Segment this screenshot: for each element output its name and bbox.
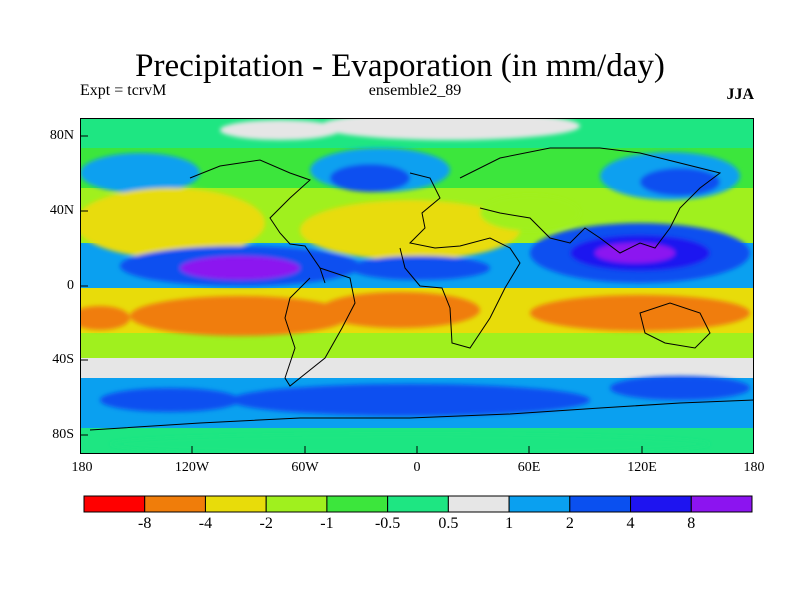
colorbar-label: 8 bbox=[687, 515, 696, 532]
colorbar-label: -8 bbox=[138, 515, 152, 532]
colorbar-label: 4 bbox=[626, 515, 635, 532]
colorbar-swatch bbox=[326, 495, 389, 513]
colorbar-label: 0.5 bbox=[438, 515, 459, 532]
contour-fill bbox=[80, 118, 754, 454]
colorbar-label: -2 bbox=[259, 515, 273, 532]
pe-map bbox=[80, 118, 754, 454]
lat-label-80s: 80S bbox=[52, 427, 74, 442]
experiment-label: Expt = tcrvM bbox=[80, 82, 167, 99]
colorbar-label: 2 bbox=[565, 515, 574, 532]
colorbar-swatch bbox=[144, 495, 206, 513]
ensemble-label: ensemble2_89 bbox=[368, 82, 462, 99]
lon-label-180e: 180 bbox=[743, 460, 765, 475]
colorbar-swatch bbox=[508, 495, 571, 513]
colorbar-swatch bbox=[265, 495, 328, 513]
colorbar bbox=[83, 495, 753, 513]
colorbar-swatch bbox=[204, 495, 267, 513]
lat-label-0: 0 bbox=[67, 278, 74, 293]
colorbar-label: -4 bbox=[198, 515, 213, 532]
colorbar-label: -1 bbox=[320, 515, 334, 532]
colorbar-swatch bbox=[690, 495, 753, 513]
colorbar-swatch bbox=[630, 495, 692, 513]
colorbar-swatch bbox=[569, 495, 632, 513]
colorbar-label: -0.5 bbox=[374, 515, 401, 532]
map-title: Precipitation - Evaporation (in mm/day) bbox=[135, 48, 665, 84]
lat-label-40s: 40S bbox=[52, 352, 74, 367]
axis-ticks bbox=[80, 135, 643, 454]
coastlines bbox=[89, 147, 754, 431]
colorbar-swatch bbox=[447, 495, 510, 513]
lat-label-80n: 80N bbox=[49, 128, 74, 143]
lon-label-0: 0 bbox=[413, 460, 421, 475]
lat-label-40n: 40N bbox=[49, 203, 74, 218]
colorbar-label: 1 bbox=[505, 515, 514, 532]
lon-label-120w: 120W bbox=[174, 460, 210, 475]
colorbar-swatch bbox=[83, 495, 146, 513]
season-label: JJA bbox=[726, 86, 754, 103]
lon-label-180w: 180 bbox=[71, 460, 93, 475]
lon-label-120e: 120E bbox=[627, 460, 657, 475]
lon-label-60w: 60W bbox=[291, 460, 319, 475]
lon-label-60e: 60E bbox=[517, 460, 541, 475]
colorbar-swatch bbox=[387, 495, 449, 513]
